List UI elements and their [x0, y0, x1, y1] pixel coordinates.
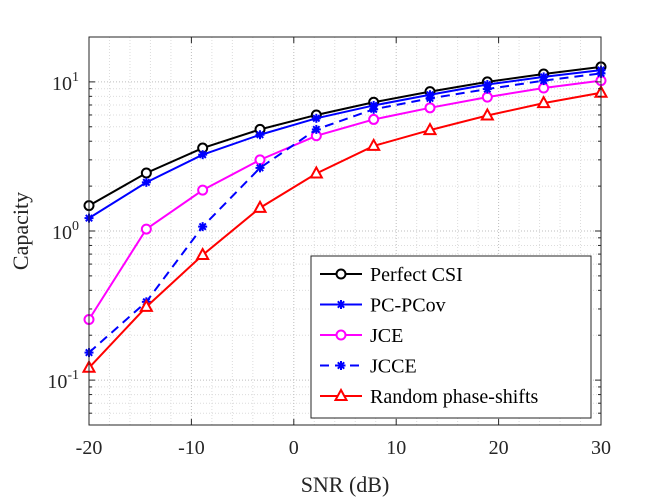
data-point: [480, 107, 495, 121]
data-point: [369, 104, 379, 114]
y-tick-label: 101: [52, 70, 79, 95]
legend-marker: [335, 329, 347, 341]
x-tick-label: 30: [591, 437, 611, 459]
series-line: [88, 72, 602, 354]
legend-item-random-phase-shifts[interactable]: Random phase-shifts: [320, 386, 539, 408]
asterisk-stroke: [142, 178, 151, 187]
series-line: [88, 91, 602, 369]
series-jcce: [84, 68, 606, 358]
data-point: [311, 124, 321, 134]
asterisk-stroke: [337, 361, 345, 370]
data-point: [252, 199, 268, 213]
x-tick-label: 20: [489, 437, 509, 459]
data-point: [198, 222, 208, 232]
data-point: [197, 184, 209, 196]
x-tick-label: -20: [76, 437, 103, 459]
y-tick-base: 10: [52, 222, 72, 244]
data-point: [368, 113, 380, 125]
data-point: [425, 93, 435, 103]
data-point: [536, 95, 551, 109]
asterisk-stroke: [369, 105, 378, 114]
data-point: [422, 122, 438, 136]
series-layer: [81, 61, 609, 373]
asterisk-stroke: [483, 85, 492, 93]
x-tick-label: -10: [178, 437, 205, 459]
y-tick-exponent: 1: [72, 70, 79, 85]
asterisk-stroke: [337, 300, 345, 309]
data-point: [255, 130, 265, 140]
legend-label: Perfect CSI: [370, 264, 463, 286]
legend-marker: [336, 300, 346, 309]
axis-ticks: [88, 36, 602, 426]
legend-item-jce[interactable]: JCE: [320, 325, 403, 347]
series-line: [88, 79, 602, 321]
data-point: [481, 91, 493, 103]
legend-label: PC-PCov: [370, 295, 446, 317]
data-point: [424, 102, 436, 114]
data-point: [309, 165, 324, 179]
data-point: [311, 113, 321, 123]
data-point: [254, 154, 266, 166]
asterisk-stroke: [198, 150, 207, 159]
asterisk-stroke: [312, 125, 321, 134]
legend-item-pc-pcov[interactable]: PC-PCov: [320, 295, 446, 317]
legend-label: Random phase-shifts: [370, 386, 539, 408]
x-tick-labels: -20 -10 0 10 20 30: [76, 437, 611, 459]
asterisk-stroke: [198, 222, 207, 231]
data-point: [141, 177, 151, 187]
asterisk-stroke: [256, 163, 264, 172]
legend-label: JCCE: [370, 356, 417, 378]
y-tick-exponent: 0: [72, 219, 79, 234]
data-point: [195, 246, 210, 261]
data-point: [482, 84, 492, 94]
asterisk-stroke: [539, 76, 548, 85]
legend-marker: [336, 361, 346, 370]
x-tick-label: 0: [289, 437, 299, 459]
y-axis-label: Capacity: [8, 192, 33, 270]
data-point: [139, 298, 154, 312]
y-tick-base: 10: [47, 371, 67, 393]
y-tick-base: 10: [52, 73, 72, 95]
asterisk-stroke: [256, 130, 264, 139]
legend-marker: [335, 268, 347, 280]
y-tick-label: 100: [52, 219, 79, 244]
legend-item-perfect-csi[interactable]: Perfect CSI: [320, 264, 463, 286]
data-point: [255, 163, 265, 173]
data-point: [539, 76, 549, 86]
asterisk-stroke: [426, 94, 434, 103]
data-point: [366, 137, 381, 151]
x-tick-label: 10: [386, 437, 406, 459]
legend-label: JCE: [370, 325, 403, 347]
data-point: [140, 223, 152, 235]
series-line: [88, 65, 602, 207]
series-line: [88, 69, 602, 219]
legend-marker: [333, 387, 349, 401]
y-tick-exponent: -1: [67, 368, 79, 383]
legend-item-jcce[interactable]: JCCE: [320, 356, 417, 378]
series-pc-pcov: [84, 65, 606, 223]
legend[interactable]: Perfect CSI PC-PCov JCE JCCE Random phase-sh…: [310, 255, 592, 419]
data-point: [140, 167, 152, 179]
y-tick-label: 10-1: [47, 368, 79, 393]
legend-box: [310, 255, 592, 419]
data-point: [198, 150, 208, 160]
asterisk-stroke: [312, 114, 321, 123]
x-axis-label: SNR (dB): [301, 472, 390, 497]
